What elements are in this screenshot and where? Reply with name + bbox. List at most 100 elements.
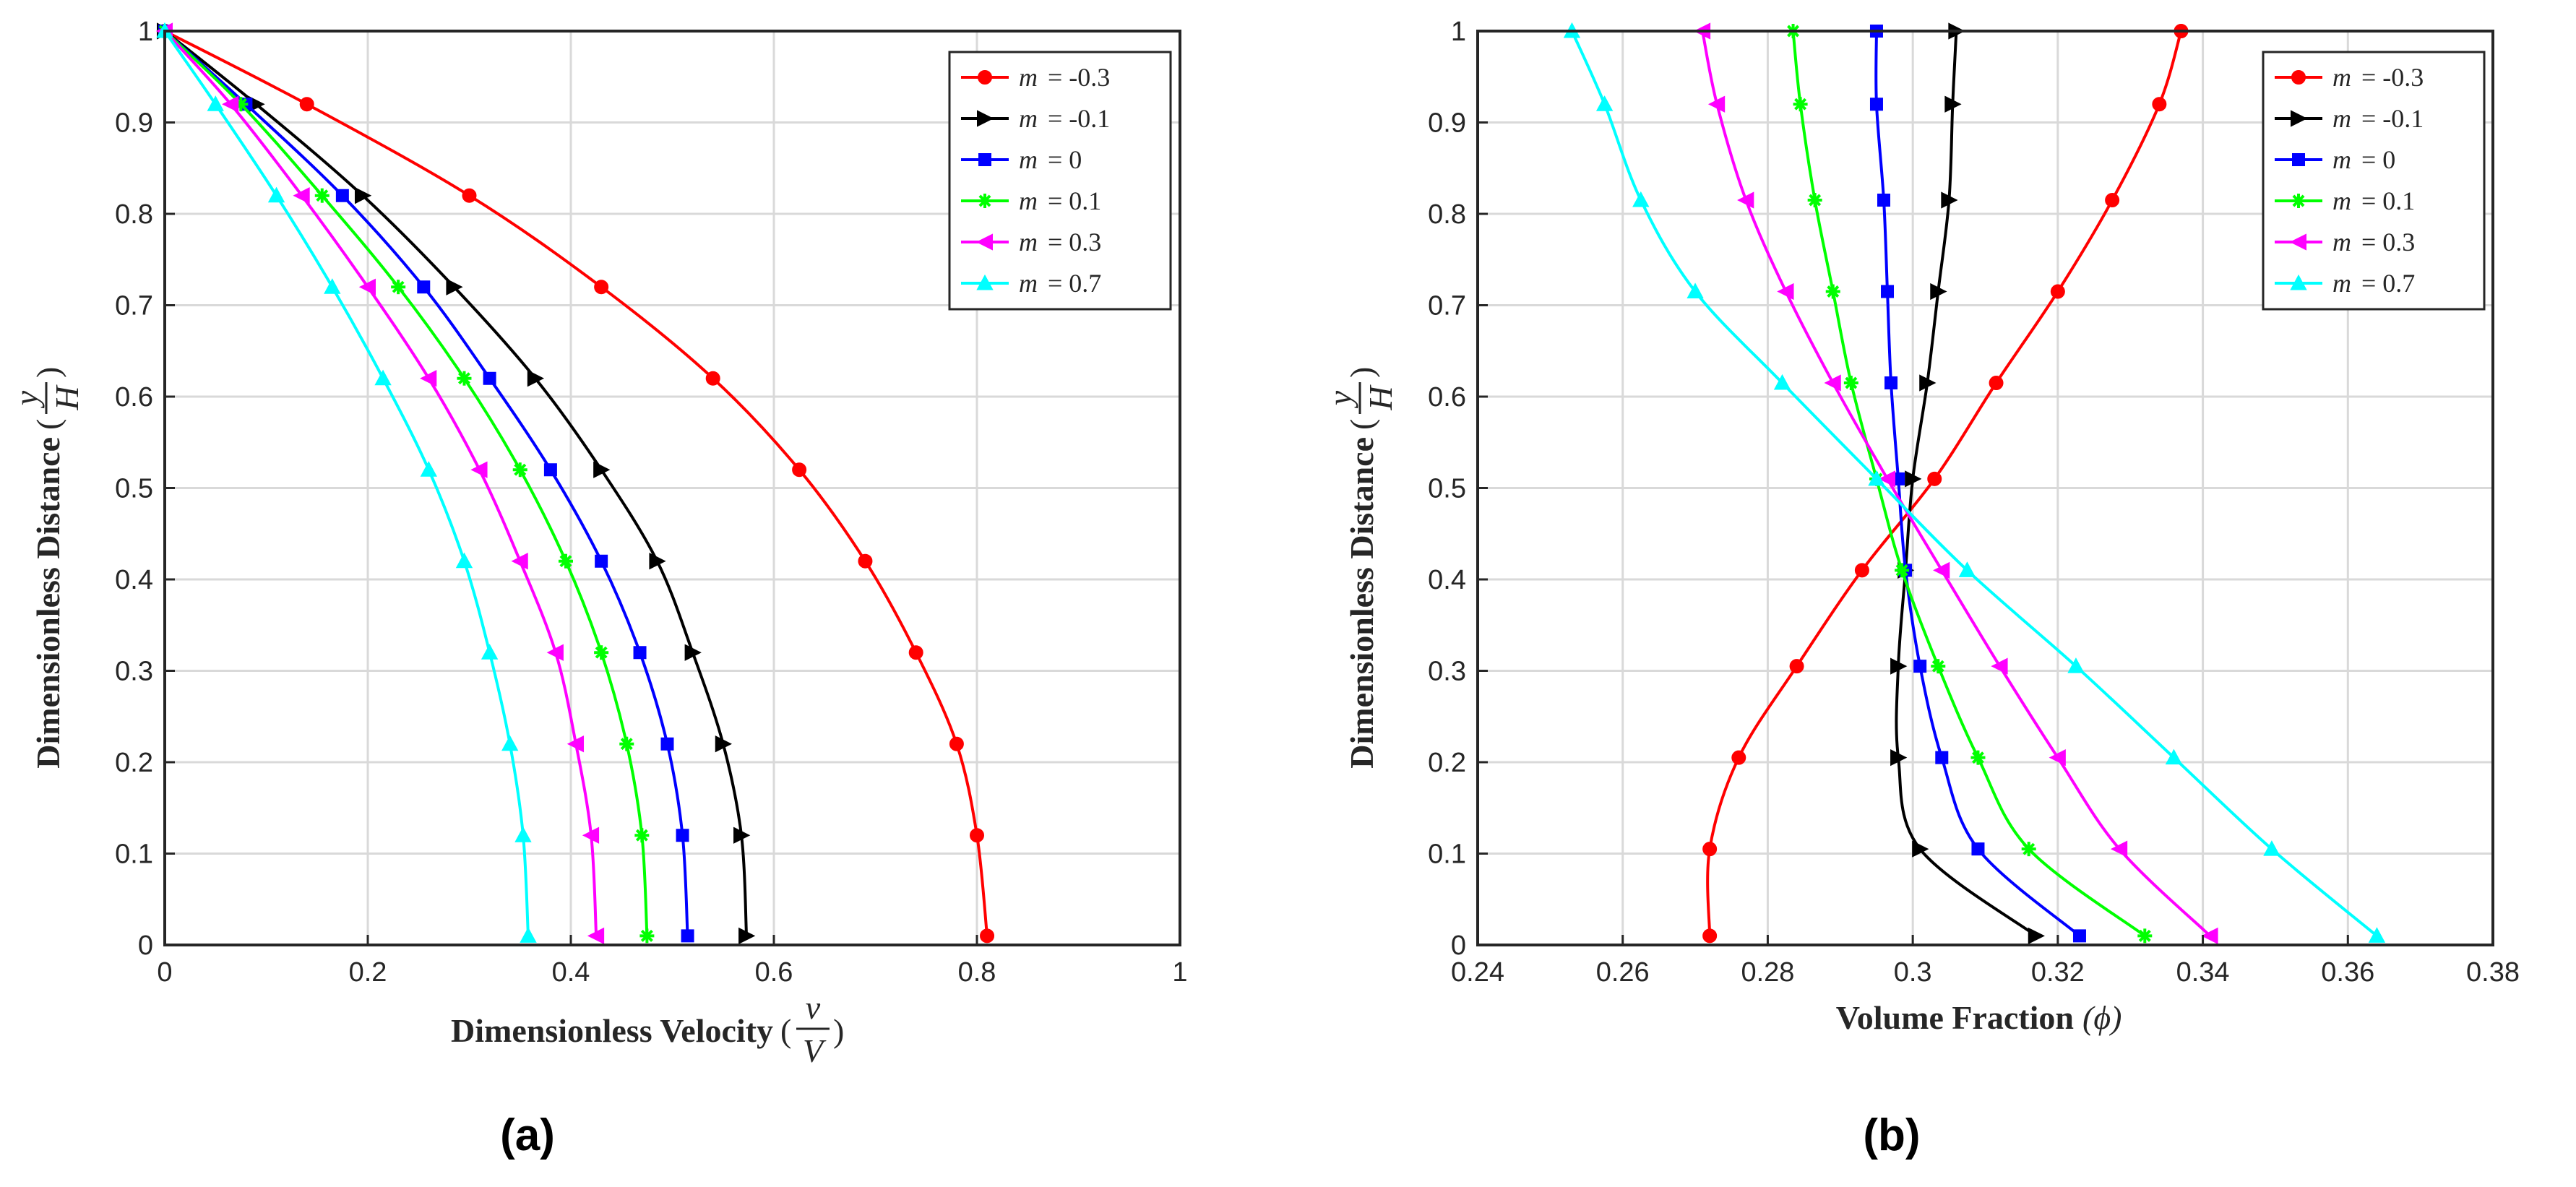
x-tick-label: 0.26: [1596, 957, 1650, 988]
data-point: [858, 553, 873, 569]
data-point: [293, 187, 310, 204]
data-point: [733, 826, 751, 844]
data-point: [527, 370, 545, 387]
legend-entry: m = 0.1: [961, 186, 1101, 215]
legend-marker: [977, 110, 994, 127]
data-point: [1807, 193, 1822, 208]
data-point: [1773, 374, 1791, 390]
data-point: [558, 553, 573, 569]
data-point: [2105, 193, 2120, 208]
y-tick-label: 0.9: [1428, 108, 1466, 139]
data-point: [462, 188, 477, 203]
series-layer-a: [155, 22, 995, 944]
legend-value: = 0.1: [1048, 186, 1101, 215]
legend-value: = -0.3: [1048, 63, 1110, 92]
data-point: [1933, 561, 1950, 579]
data-point: [660, 737, 674, 751]
data-point: [2021, 842, 2036, 857]
data-point: [2110, 840, 2128, 858]
legend-a: m = -0.3 m = -0.1 m = 0 m = 0.1 m = 0.3 m = 0.7: [948, 51, 1172, 311]
legend-symbol: m: [2332, 228, 2351, 256]
data-point: [1824, 374, 1841, 392]
legend-symbol: m: [2332, 269, 2351, 298]
legend-marker: [2292, 153, 2305, 166]
x-tick-label: 0.6: [755, 957, 793, 988]
data-point: [1895, 563, 1910, 578]
data-point: [639, 928, 655, 944]
data-point: [358, 278, 376, 295]
data-point: [420, 461, 437, 477]
legend-entry: m = 0: [2275, 145, 2395, 174]
data-point: [595, 554, 608, 568]
data-point: [2201, 927, 2218, 944]
data-point: [514, 826, 532, 842]
legend-marker: [978, 153, 991, 166]
legend-symbol: m: [1019, 104, 1038, 133]
legend-entry: m = 0.7: [2275, 269, 2415, 298]
data-point: [1890, 657, 1908, 675]
legend-box-b: [2262, 51, 2486, 311]
y-tick-label: 0.7: [1428, 291, 1466, 321]
data-point: [501, 735, 519, 751]
data-point: [299, 97, 314, 112]
legend-entry: m = 0.3: [2275, 228, 2415, 256]
data-point: [1970, 750, 1986, 765]
series-line: [163, 30, 598, 936]
legend-symbol: m: [1019, 228, 1038, 256]
data-point: [684, 644, 702, 661]
data-point: [2368, 927, 2386, 943]
series-m0.3: [155, 22, 605, 944]
x-axis-label-b: Volume Fraction (ϕ): [1836, 999, 2122, 1036]
data-point: [354, 187, 372, 204]
data-point: [2072, 929, 2086, 943]
data-point: [1868, 470, 1885, 486]
x-axis-label-a: Dimensionless Velocity ( v V ): [451, 989, 844, 1069]
data-point: [546, 644, 564, 661]
series-layer-b: [1563, 22, 2386, 944]
x-ticks-a: 0 0.2 0.4 0.6 0.8 1: [157, 935, 1188, 988]
legend-entry: m = -0.3: [961, 63, 1110, 92]
y-axis-title-b: Dimensionless Distance: [1343, 437, 1380, 769]
data-point: [681, 929, 694, 943]
y-tick-label: 0.9: [115, 108, 153, 139]
data-point: [1991, 657, 2008, 675]
x-ticks-b: 0.24 0.26 0.28 0.3 0.32 0.34 0.36 0.38: [1451, 935, 2520, 988]
legend-value: = 0.3: [1048, 228, 1101, 256]
data-point: [1931, 659, 1946, 674]
data-point: [1912, 840, 1929, 858]
data-point: [949, 736, 964, 751]
legend-symbol: m: [1019, 145, 1038, 174]
data-point: [1793, 97, 1808, 112]
chart-panel-b: 0.24 0.26 0.28 0.3 0.32 0.34 0.36 0.38 00.10.20…: [1322, 17, 2520, 1160]
legend-symbol: m: [2332, 104, 2351, 133]
series-line: [163, 30, 530, 936]
data-point: [649, 553, 666, 570]
data-point: [619, 736, 634, 751]
x-axis-title-a: Dimensionless Velocity: [451, 1012, 773, 1049]
legend-marker: [2289, 233, 2306, 251]
data-point: [1884, 376, 1898, 390]
data-point: [970, 828, 984, 843]
data-point: [1702, 928, 1718, 944]
y-axis-label-b: Dimensionless Distance ( y H ): [1322, 367, 1399, 769]
legend-entry: m = 0.1: [2275, 186, 2415, 215]
series-m0: [1869, 25, 2086, 943]
legend-value: = -0.1: [1048, 104, 1110, 133]
y-tick-label: 0.3: [115, 657, 153, 687]
data-point: [2137, 928, 2153, 944]
legend-symbol: m: [1019, 269, 1038, 298]
data-point: [705, 371, 720, 386]
series-line: [163, 30, 749, 936]
y-axis-title-a: Dimensionless Distance: [30, 437, 66, 769]
y-ticks-b: 0 0.1 0.2 0.3 0.4 0.5 0.6 0.7 0.8 0.9 1: [1428, 17, 1488, 961]
y-tick-label: 0.6: [1428, 382, 1466, 413]
data-point: [324, 278, 341, 294]
series-m0: [158, 25, 694, 943]
x-axis-symbol-b: (ϕ): [2082, 999, 2121, 1036]
data-point: [593, 461, 611, 478]
series-line: [1570, 30, 2378, 937]
x-tick-label: 0.36: [2321, 957, 2374, 988]
y-tick-label: 0.1: [115, 839, 153, 870]
data-point: [1707, 95, 1726, 113]
